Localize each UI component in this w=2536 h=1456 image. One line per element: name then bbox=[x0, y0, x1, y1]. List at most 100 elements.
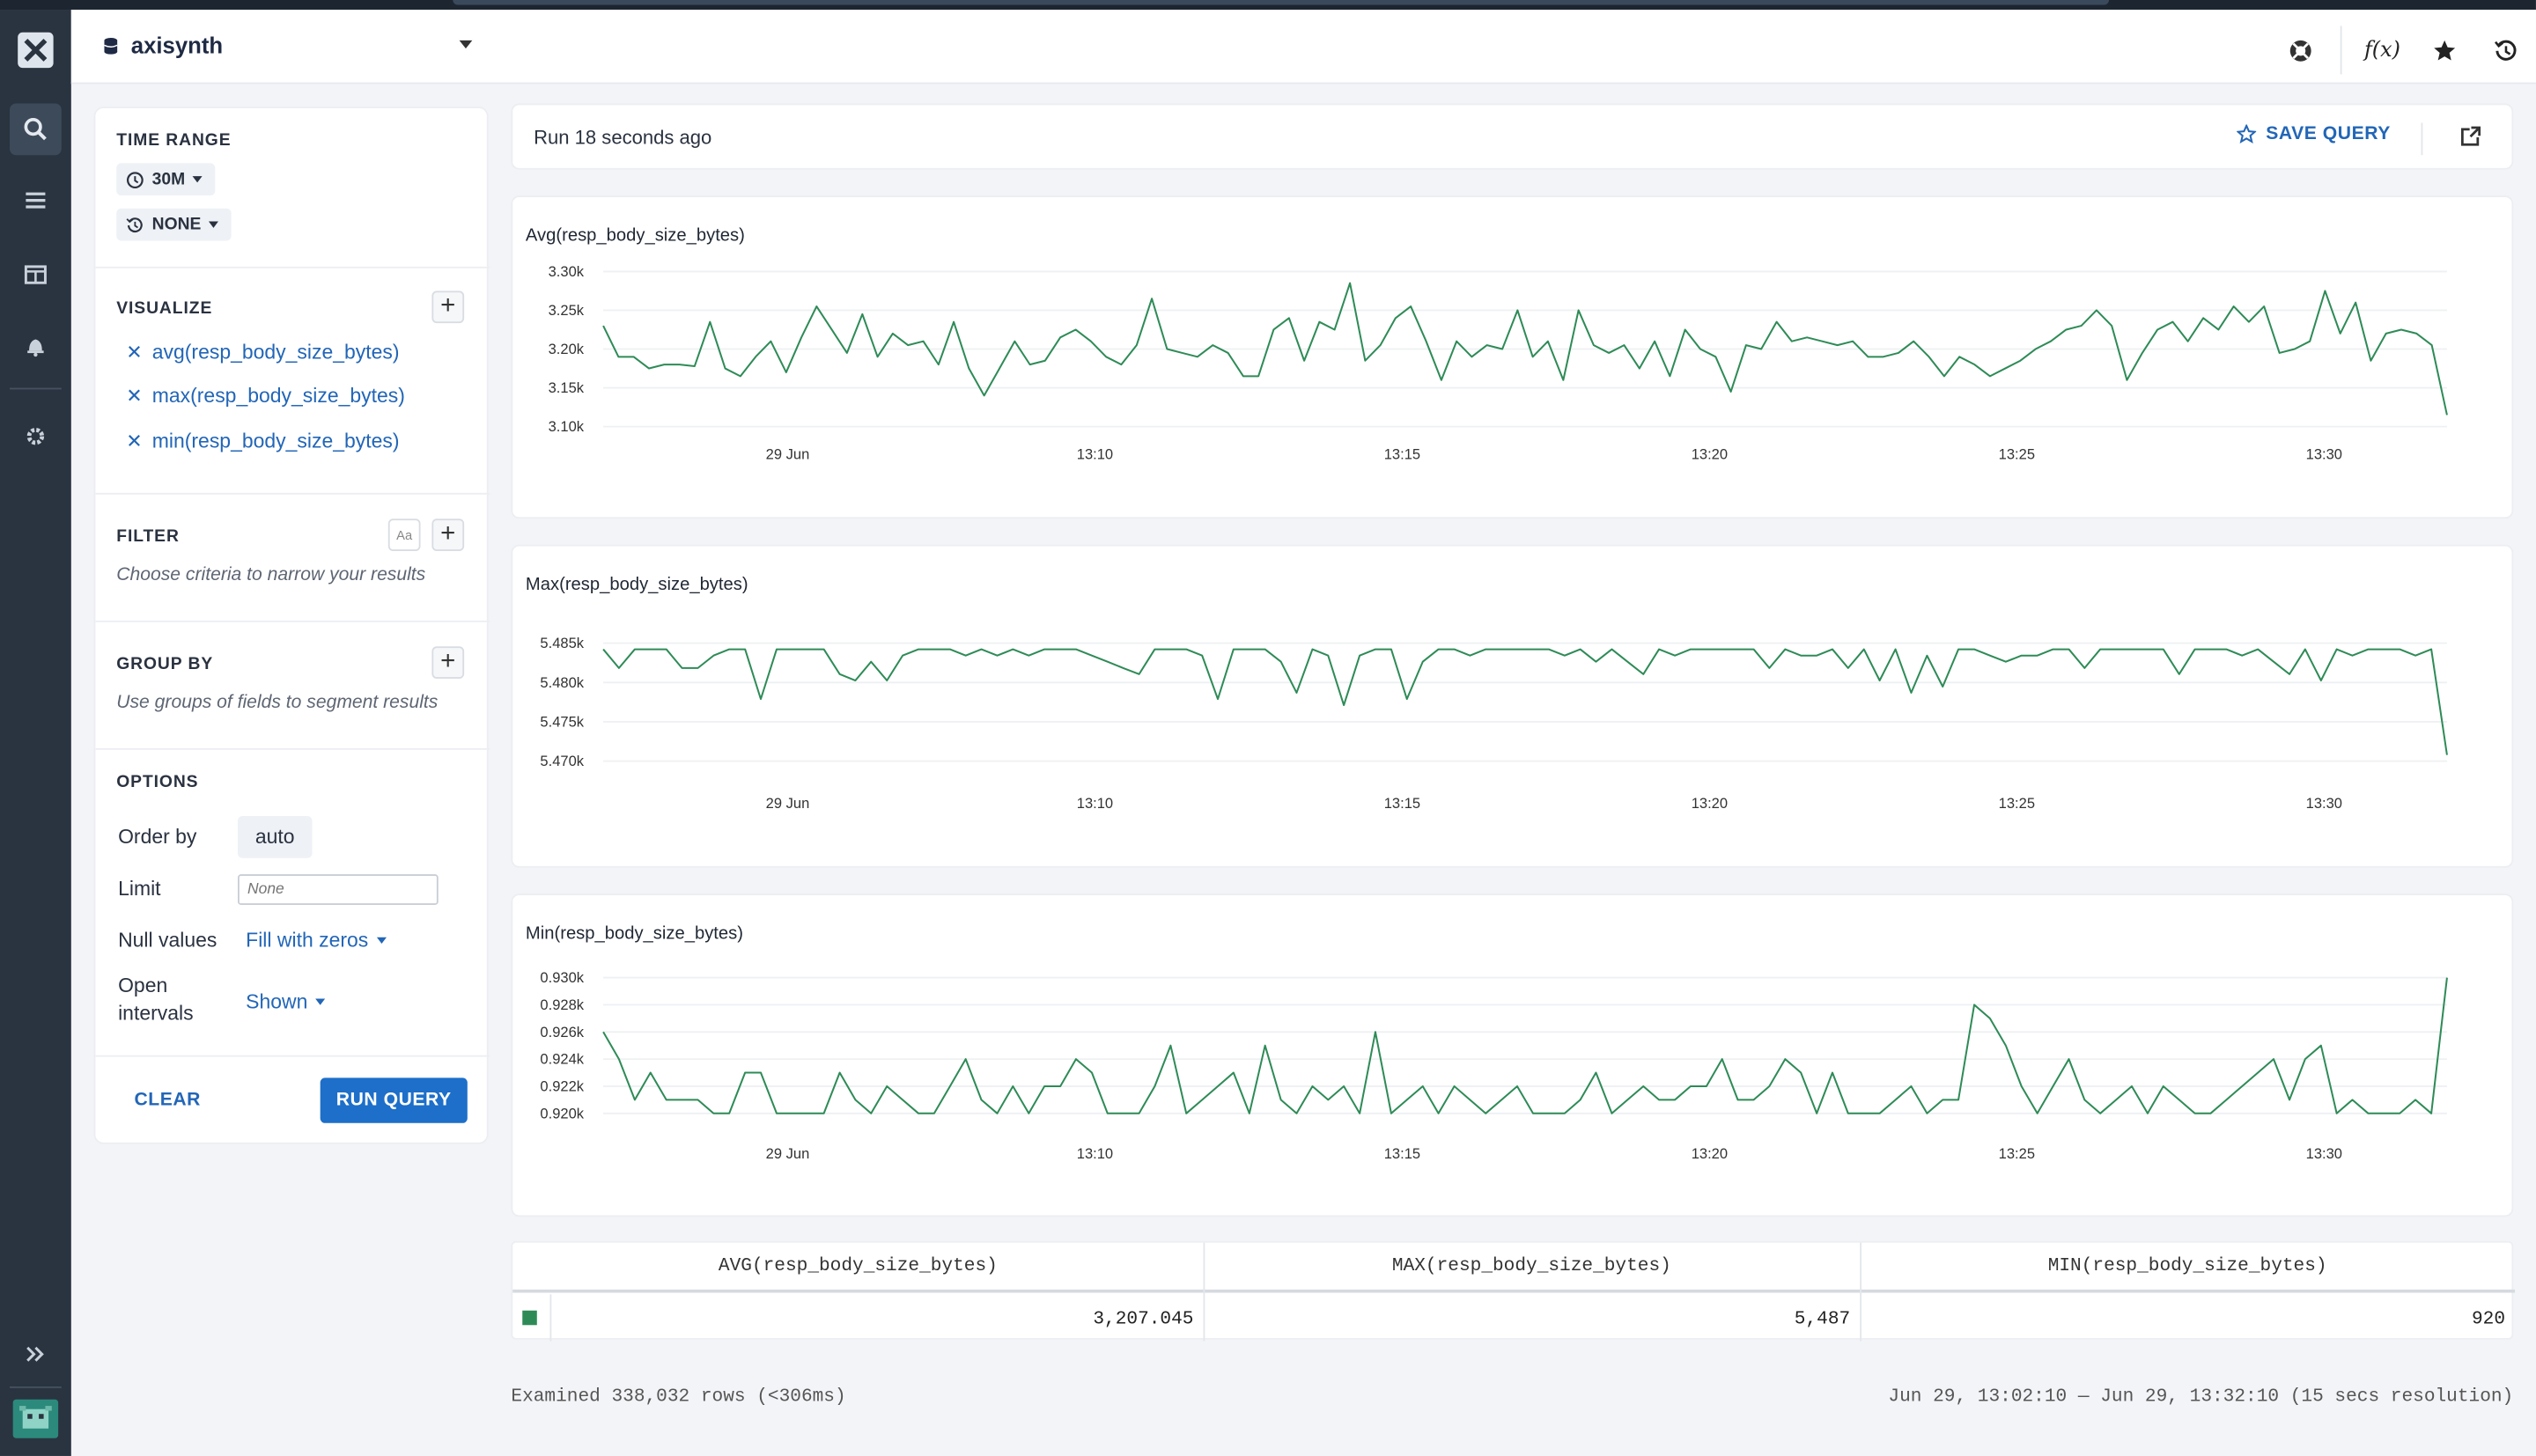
chart-title: Min(resp_body_size_bytes) bbox=[525, 924, 743, 945]
y-tick-label: 3.10k bbox=[549, 418, 585, 435]
x-tick-label: 13:30 bbox=[2306, 445, 2342, 462]
y-tick-label: 3.15k bbox=[549, 379, 585, 396]
table-header[interactable]: MIN(resp_body_size_bytes) bbox=[1860, 1243, 2516, 1293]
expand-icon[interactable] bbox=[10, 1328, 62, 1380]
series-line[interactable] bbox=[602, 282, 2448, 415]
y-tick-label: 0.930k bbox=[540, 969, 584, 986]
compare-selector[interactable]: NONE bbox=[116, 208, 232, 241]
avg-chart[interactable]: 3.30k 3.25k 3.20k 3.15k 3.10k 29 Jun 13:10 13:1… bbox=[512, 197, 2515, 520]
x-tick-label: 13:30 bbox=[2306, 1145, 2342, 1162]
visualize-section: VISUALIZE + ✕ avg(resp_body_size_bytes) … bbox=[95, 268, 490, 495]
x-tick-label: 13:25 bbox=[1999, 1145, 2035, 1162]
query-panel: TIME RANGE 30M NONE VISUALIZE + ✕ avg(re… bbox=[93, 107, 490, 1144]
y-tick-label: 0.926k bbox=[540, 1024, 584, 1041]
x-tick-label: 13:20 bbox=[1692, 445, 1728, 462]
function-label: f(x) bbox=[2363, 38, 2400, 63]
visualization-item[interactable]: ✕ max(resp_body_size_bytes) bbox=[126, 385, 405, 408]
save-query-label: SAVE QUERY bbox=[2266, 124, 2391, 144]
clock-icon bbox=[126, 171, 144, 188]
table-header[interactable]: AVG(resp_body_size_bytes) bbox=[512, 1243, 1204, 1293]
bell-icon[interactable] bbox=[10, 320, 62, 371]
time-range-title: TIME RANGE bbox=[116, 130, 232, 151]
x-tick-label: 13:10 bbox=[1077, 1145, 1113, 1162]
dataset-selector[interactable]: axisynth bbox=[104, 32, 473, 59]
visualization-item[interactable]: ✕ min(resp_body_size_bytes) bbox=[126, 430, 399, 452]
filter-hint: Choose criteria to narrow your results bbox=[116, 565, 426, 585]
series-line[interactable] bbox=[602, 977, 2448, 1114]
table-cell: 3,207.045 bbox=[1093, 1307, 1194, 1329]
add-group-button[interactable]: + bbox=[431, 646, 465, 679]
null-values-label: Null values bbox=[118, 929, 217, 952]
save-query-button[interactable]: SAVE QUERY bbox=[2237, 124, 2391, 143]
list-icon[interactable] bbox=[10, 174, 62, 226]
time-resolution: Jun 29, 13:02:10 — Jun 29, 13:32:10 (15 … bbox=[1888, 1386, 2514, 1408]
y-tick-label: 3.30k bbox=[549, 263, 585, 280]
x-tick-label: 13:15 bbox=[1384, 445, 1420, 462]
dataset-name: axisynth bbox=[130, 32, 224, 59]
x-tick-label: 13:20 bbox=[1692, 795, 1728, 812]
help-icon[interactable] bbox=[2269, 29, 2331, 71]
case-sensitive-toggle[interactable]: Aa bbox=[387, 518, 421, 551]
visualization-label: min(resp_body_size_bytes) bbox=[151, 430, 400, 452]
avatar[interactable] bbox=[12, 1399, 59, 1438]
run-query-button[interactable]: RUN QUERY bbox=[320, 1077, 468, 1123]
gear-icon[interactable] bbox=[10, 410, 62, 462]
remove-icon[interactable]: ✕ bbox=[126, 384, 143, 408]
table-header[interactable]: MAX(resp_body_size_bytes) bbox=[1203, 1243, 1861, 1293]
star-outline-icon bbox=[2237, 124, 2257, 143]
y-tick-label: 0.920k bbox=[540, 1105, 584, 1121]
history-icon[interactable] bbox=[2474, 29, 2536, 71]
visualization-label: max(resp_body_size_bytes) bbox=[151, 384, 405, 408]
series-swatch bbox=[522, 1310, 537, 1326]
y-tick-label: 5.470k bbox=[540, 753, 584, 769]
chevron-down-icon bbox=[193, 176, 203, 183]
x-tick-label: 13:10 bbox=[1077, 445, 1113, 462]
star-icon[interactable] bbox=[2413, 29, 2474, 71]
limit-label: Limit bbox=[118, 877, 161, 901]
search-icon[interactable] bbox=[10, 103, 62, 156]
filter-section: FILTER Aa + Choose criteria to narrow yo… bbox=[95, 495, 490, 622]
limit-input[interactable] bbox=[237, 874, 439, 905]
options-section bbox=[95, 750, 490, 1057]
function-icon[interactable]: f(x) bbox=[2352, 29, 2414, 71]
remove-icon[interactable]: ✕ bbox=[126, 430, 143, 452]
x-tick-label: 13:15 bbox=[1384, 795, 1420, 812]
order-by-select[interactable]: auto bbox=[237, 816, 313, 858]
examined-rows: Examined 338,032 rows (<306ms) bbox=[511, 1386, 846, 1408]
x-tick-label: 29 Jun bbox=[766, 795, 810, 812]
null-values-select[interactable]: Fill with zeros bbox=[246, 930, 387, 952]
remove-icon[interactable]: ✕ bbox=[126, 341, 143, 364]
min-chart[interactable]: 0.930k 0.928k 0.926k 0.924k 0.922k 0.920k 29 J… bbox=[512, 895, 2515, 1218]
compare-value: NONE bbox=[151, 215, 202, 235]
x-tick-label: 13:25 bbox=[1999, 795, 2035, 812]
visualization-label: avg(resp_body_size_bytes) bbox=[151, 341, 400, 364]
series-line[interactable] bbox=[602, 648, 2448, 755]
chart-title: Max(resp_body_size_bytes) bbox=[525, 575, 748, 595]
y-tick-label: 0.924k bbox=[540, 1051, 584, 1068]
x-tick-label: 29 Jun bbox=[766, 1145, 810, 1162]
x-tick-label: 29 Jun bbox=[766, 445, 810, 462]
dashboard-icon[interactable] bbox=[10, 249, 62, 301]
time-range-selector[interactable]: 30M bbox=[116, 163, 217, 196]
chevron-down-icon bbox=[315, 998, 326, 1005]
open-intervals-select[interactable]: Shown bbox=[246, 990, 326, 1013]
group-by-title: GROUP BY bbox=[116, 654, 214, 674]
group-by-hint: Use groups of fields to segment results bbox=[116, 693, 439, 713]
chart-card: Avg(resp_body_size_bytes) 3.30k 3.25k 3.20… bbox=[511, 195, 2515, 520]
x-tick-label: 13:20 bbox=[1692, 1145, 1728, 1162]
app-logo[interactable] bbox=[18, 32, 54, 69]
max-chart[interactable]: 5.485k 5.480k 5.475k 5.470k 29 Jun 13:10 13:15… bbox=[512, 546, 2515, 869]
add-visualization-button[interactable]: + bbox=[431, 290, 465, 324]
visualization-item[interactable]: ✕ avg(resp_body_size_bytes) bbox=[126, 341, 399, 364]
add-filter-button[interactable]: + bbox=[431, 518, 465, 551]
y-tick-label: 5.480k bbox=[540, 674, 584, 691]
clear-button[interactable]: CLEAR bbox=[134, 1091, 201, 1111]
chevron-down-icon bbox=[376, 937, 387, 945]
chart-card: Min(resp_body_size_bytes) 0.930k 0.928k 0.… bbox=[511, 893, 2515, 1218]
chevron-down-icon bbox=[459, 40, 473, 49]
share-icon[interactable] bbox=[2460, 126, 2481, 155]
open-intervals-value: Shown bbox=[246, 990, 308, 1013]
order-by-label: Order by bbox=[118, 826, 197, 849]
open-intervals-label: Open bbox=[118, 974, 168, 997]
time-range-value: 30M bbox=[151, 169, 186, 189]
